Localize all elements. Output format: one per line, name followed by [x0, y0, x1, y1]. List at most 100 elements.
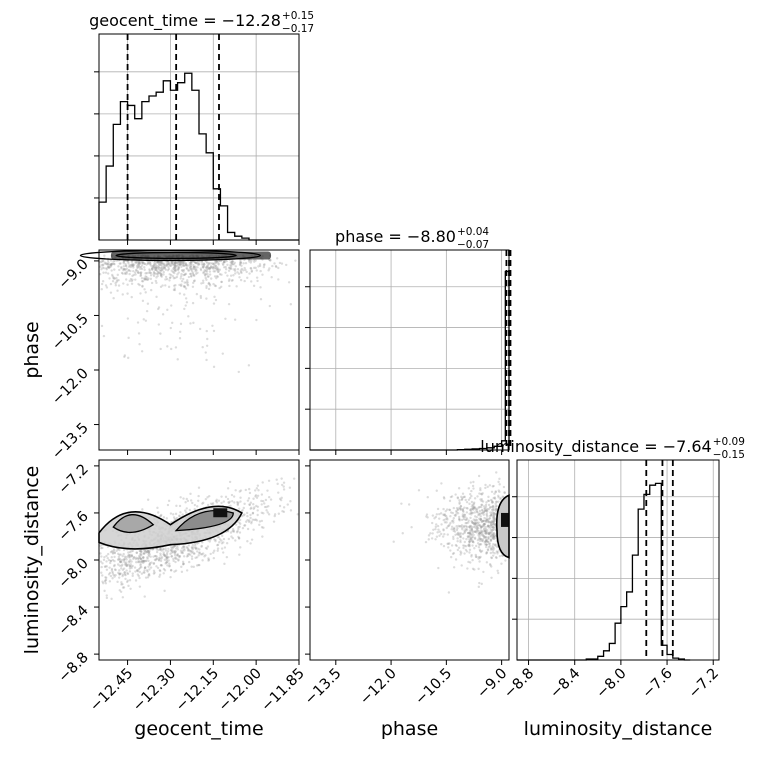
scatter-point: [142, 556, 145, 560]
scatter-point: [442, 496, 446, 499]
scatter-point: [158, 262, 161, 266]
scatter-point: [193, 260, 196, 264]
scatter-point: [143, 595, 146, 598]
scatter-point: [448, 523, 451, 526]
scatter-point: [112, 573, 115, 577]
scatter-point: [113, 563, 116, 567]
scatter-point: [182, 497, 185, 500]
scatter-point: [169, 264, 173, 267]
scatter-point: [171, 275, 175, 278]
scatter-point: [468, 532, 472, 535]
scatter-point: [469, 533, 473, 536]
scatter-point: [488, 506, 492, 509]
scatter-point: [211, 266, 214, 269]
scatter-point: [170, 548, 173, 552]
scatter-point: [138, 265, 141, 269]
scatter-point: [462, 515, 465, 518]
scatter-point: [475, 518, 479, 522]
scatter-point: [156, 274, 159, 278]
scatter-point: [176, 554, 179, 557]
scatter-point: [112, 260, 115, 263]
scatter-point: [250, 280, 253, 283]
scatter-point: [487, 524, 491, 528]
scatter-point: [115, 280, 118, 283]
scatter-point: [458, 518, 461, 521]
scatter-point: [448, 508, 452, 512]
scatter-point: [192, 546, 195, 549]
scatter-point: [492, 518, 495, 521]
scatter-point: [474, 553, 477, 557]
scatter-point: [497, 500, 500, 503]
scatter-point: [149, 566, 153, 569]
scatter-point: [461, 528, 464, 531]
scatter-point: [473, 536, 477, 540]
scatter-point: [171, 547, 174, 550]
scatter-point: [100, 565, 103, 569]
scatter-point: [468, 540, 471, 543]
scatter-point: [113, 559, 116, 563]
scatter-point: [110, 567, 114, 571]
scatter-point: [498, 477, 501, 481]
scatter-point: [236, 268, 240, 271]
scatter-point: [217, 270, 220, 273]
scatter-point: [452, 517, 455, 520]
scatter-point: [201, 559, 204, 562]
scatter-point: [224, 265, 227, 269]
scatter-point: [192, 266, 196, 269]
scatter-point: [460, 564, 463, 567]
scatter-point: [116, 279, 119, 282]
scatter-point: [152, 572, 156, 575]
scatter-point: [464, 528, 467, 531]
scatter-point: [167, 261, 170, 264]
scatter-point: [165, 517, 168, 520]
scatter-point: [490, 548, 493, 551]
scatter-point: [224, 317, 227, 320]
scatter-point: [141, 299, 145, 303]
scatter-point: [135, 560, 138, 564]
scatter-point: [458, 506, 461, 510]
scatter-point: [122, 268, 125, 272]
scatter-point: [187, 315, 190, 318]
scatter-point: [173, 551, 176, 554]
scatter-point: [470, 528, 474, 531]
scatter-point: [427, 538, 430, 541]
scatter-point: [455, 509, 458, 513]
scatter-point: [205, 297, 208, 300]
scatter-point: [173, 570, 176, 573]
scatter-point: [485, 543, 488, 546]
scatter-point: [462, 524, 466, 528]
scatter-point: [417, 489, 421, 492]
scatter-point: [494, 556, 498, 559]
title-upper-error: +0.04: [457, 226, 489, 238]
scatter-point: [138, 261, 142, 265]
scatter-point: [449, 514, 452, 518]
scatter-point: [106, 266, 110, 269]
scatter-point: [156, 270, 160, 274]
scatter-point: [200, 553, 204, 556]
scatter-point: [476, 539, 480, 542]
scatter-point: [162, 273, 165, 276]
scatter-point: [164, 549, 168, 552]
scatter-point: [149, 271, 153, 275]
scatter-point: [158, 575, 161, 578]
scatter-point: [183, 307, 186, 311]
scatter-point: [107, 558, 111, 562]
scatter-point: [185, 555, 189, 558]
scatter-point: [178, 555, 181, 559]
scatter-point: [215, 260, 219, 263]
scatter-point: [143, 566, 147, 570]
scatter-point: [177, 271, 180, 274]
scatter-point: [102, 582, 105, 585]
scatter-point: [188, 553, 192, 557]
scatter-point: [267, 479, 271, 482]
scatter-point: [237, 507, 241, 510]
scatter-point: [114, 573, 117, 577]
scatter-point: [236, 502, 239, 506]
scatter-point: [154, 558, 157, 562]
scatter-point: [269, 498, 273, 501]
scatter-point: [252, 502, 255, 506]
scatter-point: [467, 498, 471, 501]
scatter-point: [162, 547, 165, 551]
scatter-point: [169, 575, 172, 579]
scatter-point: [481, 511, 484, 515]
